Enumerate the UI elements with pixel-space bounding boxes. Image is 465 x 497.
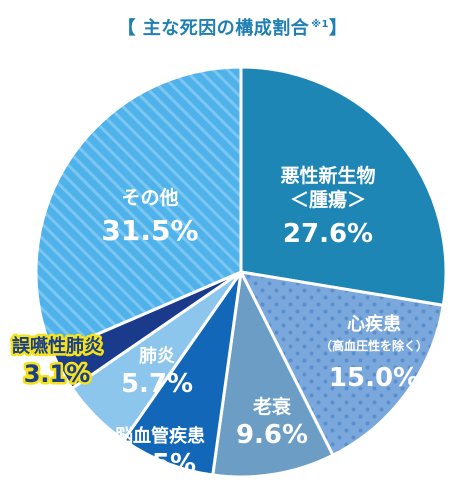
slice-value-7: 31.5% <box>101 214 198 247</box>
pie-slice-2 <box>239 270 445 457</box>
slice-label-5-line-1: 肺炎 <box>139 346 175 367</box>
pie-slice-3 <box>211 270 335 479</box>
slice-value-6: 3.1% <box>24 360 91 388</box>
chart-title-note: ※1 <box>311 19 329 30</box>
chart-title: 【 主な死因の構成割合 ※1】 <box>0 14 465 40</box>
slice-value-2: 15.0% <box>329 363 419 393</box>
slice-label-1-line-1: 悪性新生物 <box>280 164 375 187</box>
slice-label-4-line-1: 脳血管疾患 <box>115 425 205 447</box>
chart-title-close-bracket: 】 <box>328 18 348 39</box>
slice-value-3: 9.6% <box>236 420 308 450</box>
slice-label-7-line-1: その他 <box>121 186 178 209</box>
slice-value-1: 27.6% <box>283 219 373 249</box>
slice-label-2-line-2: （高血圧性を除く） <box>320 338 428 353</box>
slice-label-2-line-1: 心疾患 <box>347 313 401 335</box>
pie-slice-7 <box>34 65 243 355</box>
pie-slice-4 <box>122 270 243 477</box>
slice-label-1-line-2: ＜腫瘍＞ <box>290 188 366 211</box>
pie-slice-1 <box>239 65 448 307</box>
slice-label-6-line-1: 誤嚥性肺炎 <box>12 335 102 357</box>
chart-title-text: 【 主な死因の構成割合 <box>117 18 310 39</box>
slice-value-4: 7.5% <box>124 449 196 479</box>
slice-label-3-line-1: 老衰 <box>253 395 292 418</box>
slice-value-5: 5.7% <box>121 369 193 399</box>
